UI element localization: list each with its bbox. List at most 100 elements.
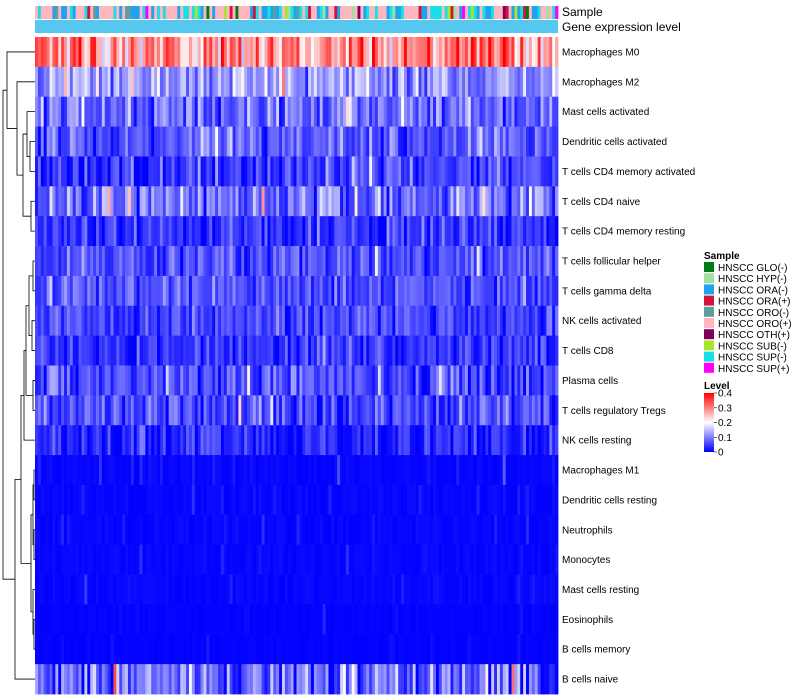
heatmap-cell: [418, 96, 422, 127]
heatmap-cell: [206, 335, 210, 366]
heatmap-cell: [380, 365, 385, 396]
heatmap-cell: [386, 365, 390, 396]
heatmap-cell: [168, 126, 172, 157]
heatmap-cell: [58, 96, 62, 127]
heatmap-cell: [287, 186, 292, 217]
heatmap-cell: [424, 604, 428, 635]
heatmap-row: [35, 634, 559, 665]
heatmap-cell: [191, 425, 196, 456]
sample-annotation-cell: [438, 6, 443, 19]
heatmap-cell: [462, 634, 466, 665]
heatmap-cell: [250, 96, 254, 127]
heatmap-cell: [101, 365, 106, 396]
heatmap-cell: [264, 455, 268, 486]
heatmap-cell: [101, 66, 106, 98]
heatmap-cell: [133, 395, 138, 426]
heatmap-cell: [261, 96, 265, 127]
heatmap-cell: [284, 305, 289, 337]
heatmap-cell: [549, 96, 553, 127]
heatmap-cell: [81, 186, 85, 217]
heatmap-cell: [305, 634, 309, 665]
heatmap-cell: [127, 574, 132, 605]
heatmap-cell: [136, 335, 140, 366]
heatmap-cell: [473, 126, 478, 157]
heatmap-cell: [69, 395, 74, 426]
heatmap-cell: [209, 246, 213, 277]
sample-annotation-cell: [133, 6, 138, 19]
sample-annotation-cell: [49, 6, 53, 19]
heatmap-cell: [241, 455, 245, 486]
heatmap-cell: [296, 574, 300, 605]
heatmap-cell: [482, 425, 486, 456]
heatmap-cell: [491, 37, 495, 68]
heatmap-cell: [203, 604, 207, 635]
heatmap-cell: [133, 574, 138, 605]
heatmap-cell: [523, 186, 527, 217]
heatmap-cell: [531, 664, 536, 695]
heatmap-cell: [470, 544, 475, 575]
heatmap-cell: [247, 664, 251, 695]
heatmap-cell: [351, 365, 356, 396]
heatmap-cell: [331, 365, 335, 396]
heatmap-cell: [430, 335, 434, 366]
sample-legend-swatch: [704, 295, 714, 306]
heatmap-cell: [273, 305, 277, 337]
heatmap-cell: [319, 305, 324, 337]
sample-annotation-cell: [252, 6, 257, 19]
sample-annotation-cell: [546, 6, 550, 19]
heatmap-cell: [404, 664, 408, 695]
heatmap-cell: [200, 664, 204, 695]
heatmap-cell: [72, 634, 77, 665]
heatmap-cell: [406, 305, 411, 337]
heatmap-cell: [331, 634, 335, 665]
heatmap-cell: [281, 514, 286, 546]
heatmap-cell: [206, 574, 210, 605]
heatmap-cell: [165, 37, 170, 68]
heatmap-cell: [64, 305, 68, 337]
heatmap-cell: [209, 544, 213, 575]
heatmap-cell: [456, 544, 460, 575]
heatmap-cell: [194, 395, 199, 426]
heatmap-cell: [270, 66, 274, 98]
heatmap-cell: [523, 425, 527, 456]
sample-annotation-cell: [66, 6, 71, 19]
heatmap-cell: [395, 126, 399, 157]
heatmap-cell: [406, 484, 411, 516]
heatmap-cell: [177, 395, 181, 426]
row-label: B cells memory: [562, 645, 630, 656]
heatmap-cell: [453, 544, 457, 575]
heatmap-cell: [165, 634, 170, 665]
heatmap-cell: [69, 604, 74, 635]
row-label: Mast cells resting: [562, 585, 639, 596]
heatmap-cell: [90, 126, 94, 157]
heatmap-cell: [494, 514, 498, 546]
heatmap-cell: [287, 156, 292, 187]
heatmap-cell: [523, 365, 527, 396]
heatmap-cell: [244, 335, 248, 366]
heatmap-cell: [180, 216, 184, 247]
heatmap-cell: [505, 574, 510, 605]
heatmap-cell: [78, 96, 82, 127]
heatmap-cell: [64, 216, 68, 247]
heatmap-cell: [116, 455, 120, 486]
heatmap-cell: [252, 156, 257, 187]
heatmap-cell: [96, 216, 100, 247]
heatmap-cell: [90, 365, 94, 396]
heatmap-cell: [279, 664, 283, 695]
heatmap-cell: [37, 37, 42, 68]
heatmap-cell: [363, 335, 367, 366]
heatmap-cell: [157, 425, 161, 456]
heatmap-cell: [136, 514, 140, 546]
heatmap-cell: [64, 514, 68, 546]
heatmap-cell: [96, 156, 100, 187]
heatmap-cell: [261, 156, 265, 187]
heatmap-cell: [313, 126, 318, 157]
heatmap-cell: [142, 664, 146, 695]
heatmap-cell: [180, 395, 184, 426]
heatmap-cell: [444, 96, 448, 127]
heatmap-cell: [197, 514, 202, 546]
heatmap-cell: [435, 335, 440, 366]
heatmap-cell: [186, 305, 190, 337]
sample-legend-swatch: [704, 318, 714, 328]
heatmap-cell: [151, 275, 155, 307]
